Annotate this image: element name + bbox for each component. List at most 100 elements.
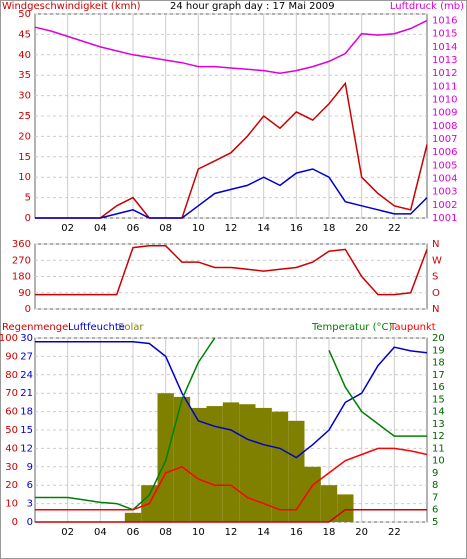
y2-tick-label: 15: [432, 394, 445, 405]
series-line: [35, 340, 428, 459]
header-label: Luftdruck (mb): [390, 1, 464, 12]
y2-tick-label: W: [432, 255, 442, 266]
y-tick-label: 180: [12, 272, 31, 283]
y2-tick-label: 1014: [432, 42, 457, 53]
solar-bar: [271, 411, 289, 522]
x-tick-label: 04: [94, 223, 107, 234]
solar-bar: [124, 512, 142, 522]
y3-tick-label: 27: [20, 351, 33, 362]
y2-tick-label: 1003: [432, 187, 457, 198]
y2-tick-label: 11: [432, 443, 445, 454]
y2-tick-label: 7: [432, 492, 438, 503]
y2-tick-label: 1007: [432, 134, 457, 145]
x-tick-label: 08: [159, 527, 172, 538]
y2-tick-label: 1016: [432, 16, 457, 27]
y3-tick-label: 21: [20, 388, 33, 399]
y2-tick-label: 17: [432, 370, 445, 381]
legend-label: Temperatur (°C): [311, 322, 392, 333]
y2-tick-label: 14: [432, 407, 445, 418]
y2-tick-label: 10: [432, 456, 445, 467]
solar-bar: [320, 485, 338, 522]
y2-tick-label: 5: [432, 517, 438, 528]
x-tick-label: 14: [257, 527, 270, 538]
legend-label: Luftfeuchte: [68, 322, 125, 333]
y2-tick-label: O: [432, 288, 440, 299]
y2-tick-label: 1002: [432, 200, 457, 211]
solar-bar: [206, 406, 223, 522]
y-tick-label: 45: [18, 29, 31, 40]
y-tick-label: 100: [0, 333, 18, 344]
y2-tick-label: 1001: [432, 213, 457, 224]
y2-tick-label: 1009: [432, 108, 457, 119]
y-tick-label: 0: [12, 517, 18, 528]
y3-tick-label: 0: [27, 517, 33, 528]
series-line: [35, 245, 428, 296]
y2-tick-label: 1012: [432, 68, 457, 79]
series-line: [35, 168, 428, 219]
y-tick-label: 10: [5, 499, 18, 510]
y3-tick-label: 15: [20, 425, 33, 436]
y2-tick-label: 16: [432, 382, 445, 393]
y2-tick-label: 1015: [432, 29, 457, 40]
x-tick-label: 20: [355, 527, 368, 538]
y-tick-label: 30: [18, 91, 31, 102]
y2-tick-label: N: [432, 304, 439, 315]
y2-tick-label: 8: [432, 480, 438, 491]
solar-bar: [173, 396, 191, 522]
legend-label: Solar: [118, 322, 144, 333]
series-line: [35, 447, 428, 511]
y-tick-label: 25: [18, 111, 31, 122]
y-tick-label: 35: [18, 70, 31, 81]
x-tick-label: 10: [192, 223, 205, 234]
y2-tick-label: 1011: [432, 81, 457, 92]
y3-tick-label: 24: [20, 370, 33, 381]
y-tick-label: 30: [5, 462, 18, 473]
y-tick-label: 0: [25, 213, 31, 224]
y-tick-label: 80: [5, 370, 18, 381]
x-tick-label: 14: [257, 223, 270, 234]
y2-tick-label: 1008: [432, 121, 457, 132]
plot-area: [34, 243, 428, 310]
y-tick-label: 50: [5, 425, 18, 436]
y2-tick-label: 9: [432, 468, 438, 479]
x-tick-label: 18: [323, 223, 336, 234]
y2-tick-label: 19: [432, 345, 445, 356]
y-tick-label: 70: [5, 388, 18, 399]
x-tick-label: 22: [388, 527, 401, 538]
y3-tick-label: 18: [20, 407, 33, 418]
y-tick-label: 50: [18, 9, 31, 20]
series-line: [35, 508, 427, 523]
x-tick-label: 16: [290, 527, 303, 538]
y-tick-label: 90: [5, 351, 18, 362]
y-tick-label: 0: [25, 304, 31, 315]
y3-tick-label: 3: [27, 499, 33, 510]
x-tick-label: 12: [225, 527, 238, 538]
solar-bar: [288, 420, 305, 522]
x-tick-label: 10: [192, 527, 205, 538]
y-tick-label: 5: [25, 193, 31, 204]
y2-tick-label: 1010: [432, 95, 457, 106]
y-tick-label: 20: [18, 131, 31, 142]
legend-label: Taupunkt: [389, 322, 436, 333]
y3-tick-label: 30: [20, 333, 33, 344]
y-tick-label: 40: [18, 50, 31, 61]
x-tick-label: 06: [127, 527, 140, 538]
x-tick-label: 06: [127, 223, 140, 234]
solar-bar: [157, 393, 174, 522]
y2-tick-label: 13: [432, 419, 445, 430]
x-tick-label: 16: [290, 223, 303, 234]
y-tick-label: 10: [18, 172, 31, 183]
solar-bar: [304, 466, 321, 522]
solar-bar: [239, 404, 256, 522]
header-label: Windgeschwindigkeit (kmh): [2, 1, 141, 12]
y-tick-label: 60: [5, 407, 18, 418]
x-tick-label: 18: [323, 527, 336, 538]
y3-tick-label: 6: [27, 480, 33, 491]
series-line: [34, 19, 428, 74]
y2-tick-label: N: [432, 239, 439, 250]
y-tick-label: 40: [5, 443, 18, 454]
solar-bar: [255, 407, 272, 522]
y2-tick-label: S: [432, 272, 438, 283]
y-tick-label: 270: [12, 255, 31, 266]
